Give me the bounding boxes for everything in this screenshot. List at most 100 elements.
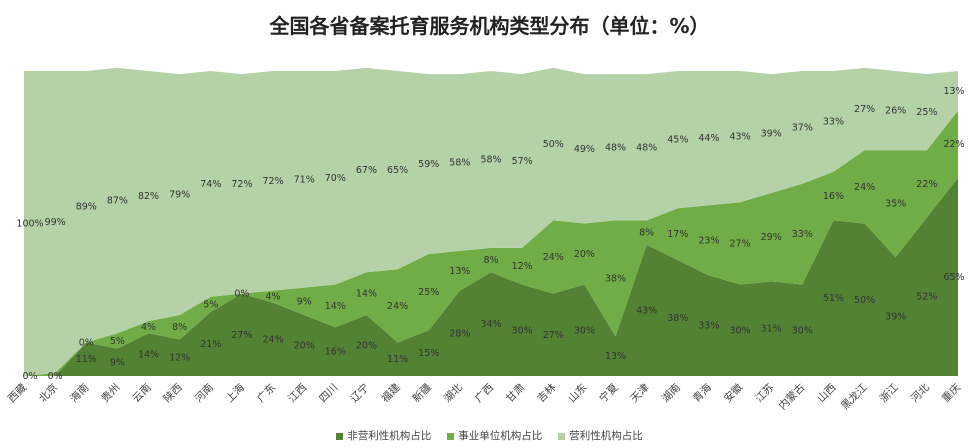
- data-label-nonprofit: 16%: [325, 347, 346, 358]
- x-tick-label: 浙江: [878, 381, 902, 405]
- x-tick-label: 河北: [909, 381, 933, 405]
- data-label-nonprofit: 50%: [854, 295, 875, 306]
- data-label-forprofit: 65%: [387, 165, 408, 176]
- x-tick-label: 宁夏: [597, 381, 621, 405]
- data-label-forprofit: 58%: [480, 154, 501, 165]
- data-label-nonprofit: 51%: [823, 293, 844, 304]
- data-label-nonprofit: 27%: [231, 330, 252, 341]
- x-tick-label: 广西: [473, 382, 496, 405]
- data-label-nonprofit: 21%: [200, 339, 221, 350]
- data-label-nonprofit: 0%: [22, 371, 37, 382]
- data-label-public-institution: 23%: [698, 235, 719, 246]
- data-label-forprofit: 27%: [854, 104, 875, 115]
- data-label-nonprofit: 11%: [76, 354, 97, 365]
- data-label-nonprofit: 43%: [636, 305, 657, 316]
- x-tick-label: 辽宁: [348, 381, 372, 405]
- legend-label: 事业单位机构占比: [458, 430, 542, 442]
- x-tick-label: 内蒙古: [776, 381, 807, 412]
- data-label-nonprofit: 30%: [792, 325, 813, 336]
- data-label-public-institution: 25%: [418, 287, 439, 298]
- x-tick-label: 北京: [36, 381, 60, 405]
- legend-item-forprofit: 营利性机构占比: [558, 428, 643, 443]
- data-label-forprofit: 48%: [636, 142, 657, 153]
- x-tick-label: 江西: [286, 382, 309, 405]
- data-label-forprofit: 44%: [698, 133, 719, 144]
- data-label-nonprofit: 9%: [110, 357, 125, 368]
- data-label-forprofit: 99%: [45, 217, 66, 228]
- data-label-public-institution: 12%: [512, 261, 533, 272]
- x-tick-label: 四川: [317, 382, 340, 405]
- data-label-public-institution: 5%: [203, 299, 218, 310]
- x-tick-label: 安徽: [721, 381, 745, 405]
- data-label-nonprofit: 30%: [512, 325, 533, 336]
- data-label-nonprofit: 39%: [885, 312, 906, 323]
- data-label-nonprofit: 30%: [730, 325, 751, 336]
- data-label-public-institution: 9%: [297, 296, 312, 307]
- data-label-forprofit: 49%: [574, 144, 595, 155]
- data-label-forprofit: 82%: [138, 191, 159, 202]
- legend-label: 非营利性机构占比: [347, 430, 431, 442]
- data-label-forprofit: 57%: [512, 156, 533, 167]
- x-tick-label: 山西: [815, 382, 838, 405]
- data-label-forprofit: 39%: [761, 129, 782, 140]
- data-label-nonprofit: 34%: [480, 319, 501, 330]
- data-label-nonprofit: 65%: [943, 272, 964, 283]
- data-label-public-institution: 27%: [730, 238, 751, 249]
- data-label-forprofit: 26%: [885, 106, 906, 117]
- data-label-forprofit: 13%: [943, 86, 964, 97]
- data-label-public-institution: 13%: [449, 266, 470, 277]
- data-label-forprofit: 67%: [356, 165, 377, 176]
- data-label-forprofit: 48%: [605, 142, 626, 153]
- data-label-forprofit: 58%: [449, 158, 470, 169]
- data-label-nonprofit: 20%: [356, 341, 377, 352]
- data-label-public-institution: 8%: [639, 228, 654, 239]
- data-label-public-institution: 35%: [885, 199, 906, 210]
- x-tick-label: 河南: [192, 381, 216, 405]
- data-label-public-institution: 29%: [761, 232, 782, 243]
- data-label-public-institution: 4%: [266, 292, 281, 303]
- data-label-public-institution: 24%: [854, 182, 875, 193]
- legend-swatch: [558, 433, 565, 440]
- data-label-nonprofit: 33%: [698, 321, 719, 332]
- data-label-forprofit: 50%: [543, 139, 564, 150]
- data-label-forprofit: 72%: [231, 179, 252, 190]
- data-label-public-institution: 5%: [110, 336, 125, 347]
- data-label-nonprofit: 28%: [449, 328, 470, 339]
- data-label-nonprofit: 30%: [574, 325, 595, 336]
- legend-label: 营利性机构占比: [569, 430, 643, 442]
- x-tick-label: 天津: [628, 381, 652, 405]
- data-label-nonprofit: 24%: [263, 334, 284, 345]
- x-tick-label: 湖北: [442, 381, 466, 405]
- data-label-public-institution: 24%: [387, 301, 408, 312]
- data-label-public-institution: 14%: [325, 301, 346, 312]
- data-label-nonprofit: 14%: [138, 350, 159, 361]
- data-label-forprofit: 45%: [667, 135, 688, 146]
- legend-item-public-institution: 事业单位机构占比: [447, 428, 542, 443]
- data-label-forprofit: 72%: [263, 176, 284, 187]
- data-label-nonprofit: 31%: [761, 324, 782, 335]
- x-tick-label: 新疆: [410, 381, 434, 405]
- x-tick-label: 西藏: [6, 381, 30, 405]
- legend-swatch: [447, 433, 454, 440]
- data-label-forprofit: 100%: [16, 219, 43, 230]
- data-label-forprofit: 87%: [107, 196, 128, 207]
- legend: 非营利性机构占比 事业单位机构占比 营利性机构占比: [0, 428, 979, 443]
- x-tick-label: 上海: [223, 381, 247, 405]
- x-tick-label: 甘肃: [503, 381, 527, 405]
- legend-item-nonprofit: 非营利性机构占比: [336, 428, 431, 443]
- data-label-public-institution: 16%: [823, 191, 844, 202]
- data-label-public-institution: 8%: [172, 322, 187, 333]
- data-label-forprofit: 59%: [418, 159, 439, 170]
- data-label-public-institution: 22%: [943, 139, 964, 150]
- data-label-public-institution: 38%: [605, 273, 626, 284]
- data-label-forprofit: 43%: [730, 132, 751, 143]
- data-label-public-institution: 8%: [483, 255, 498, 266]
- data-label-forprofit: 33%: [823, 116, 844, 127]
- data-label-forprofit: 89%: [76, 202, 97, 213]
- x-tick-label: 吉林: [534, 381, 558, 405]
- x-tick-label: 湖南: [659, 381, 683, 405]
- data-label-nonprofit: 12%: [169, 353, 190, 364]
- data-label-public-institution: 20%: [574, 249, 595, 260]
- data-label-forprofit: 74%: [200, 179, 221, 190]
